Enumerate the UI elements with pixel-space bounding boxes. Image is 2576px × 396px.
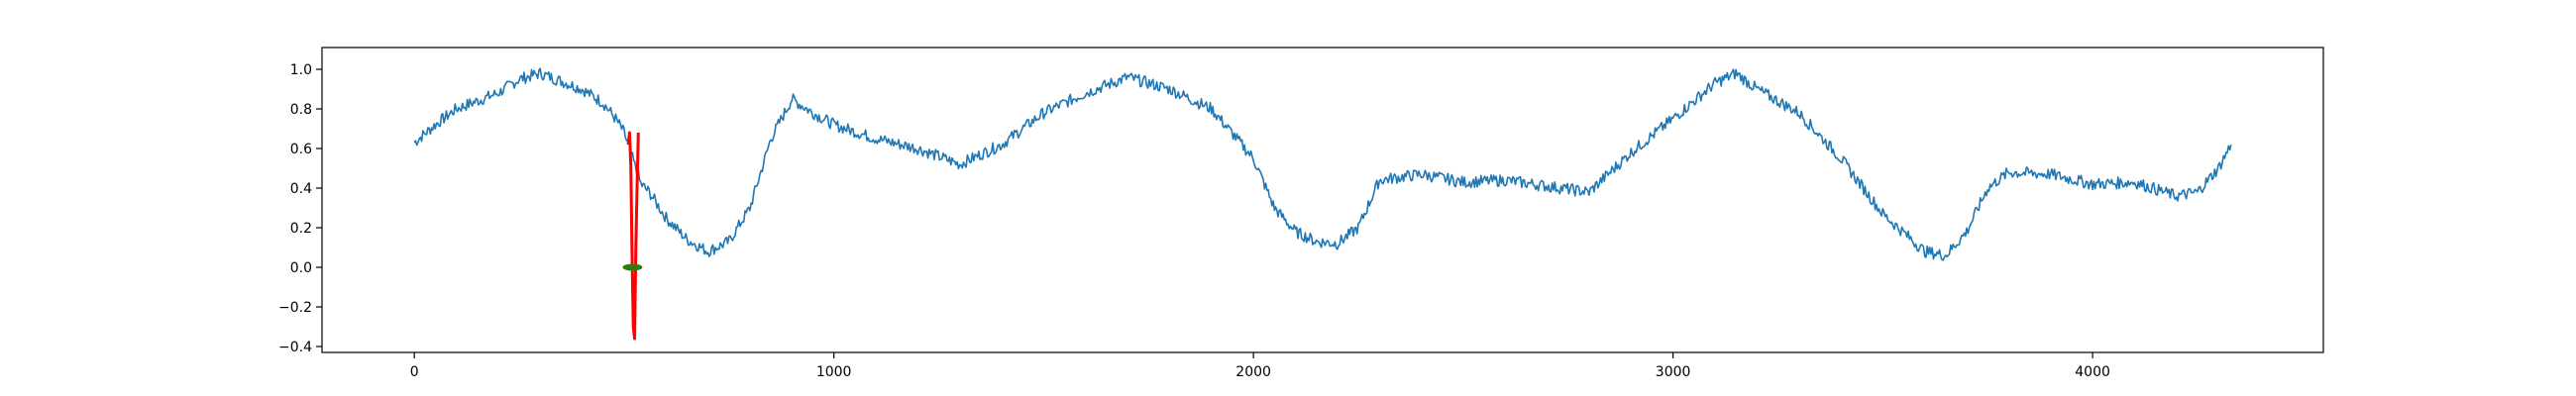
y-tick-label: 0.0: [290, 260, 312, 276]
x-tick-label: 0: [410, 364, 419, 380]
x-tick-label: 2000: [1235, 364, 1271, 380]
x-tick-label: 3000: [1656, 364, 1691, 380]
series-line-main: [413, 67, 2232, 261]
y-tick-label: −0.2: [278, 300, 312, 316]
y-tick-label: 0.8: [290, 102, 312, 118]
series-line-highlight: [626, 131, 640, 341]
y-tick-label: 0.6: [290, 142, 312, 157]
y-tick-label: 0.2: [290, 221, 312, 237]
plot-frame: [321, 47, 2324, 353]
y-tick-label: −0.4: [278, 340, 312, 355]
data-point-marker: [622, 263, 643, 271]
axes-layer: 0 1000 2000 3000 4000 −0.4 −0.2 0.0 0.2 0.4 0.6 0.8…: [278, 47, 2324, 380]
y-tick-label: 0.4: [290, 181, 312, 197]
x-tick-label: 1000: [816, 364, 852, 380]
y-tick-label: 1.0: [290, 62, 312, 78]
x-tick-label: 4000: [2075, 364, 2110, 380]
series-layer: [413, 67, 2232, 341]
